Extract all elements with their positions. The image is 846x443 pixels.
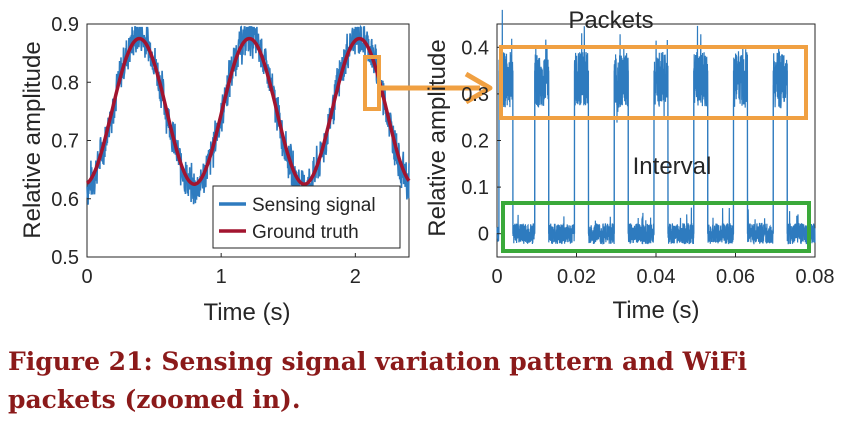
left-y-tick-label: 0.8 — [51, 72, 79, 94]
left-x-axis-label: Time (s) — [203, 299, 290, 326]
right-y-tick-label: 0.1 — [461, 177, 489, 199]
legend-label-truth: Ground truth — [252, 222, 359, 243]
left-chart: 0 1 2 0.5 0.6 0.7 0.8 0.9 Sensing signal Ground… — [19, 14, 411, 326]
right-y-tick-label: 0.3 — [461, 84, 489, 106]
figure: 0 1 2 0.5 0.6 0.7 0.8 0.9 Sensing signal Ground… — [19, 7, 834, 326]
left-y-tick-label: 0.7 — [51, 131, 79, 153]
right-x-tick-label: 0.02 — [557, 266, 596, 288]
right-x-axis-label: Time (s) — [612, 297, 699, 324]
left-x-tick-label: 0 — [81, 266, 92, 288]
left-x-tick-label: 1 — [216, 266, 227, 288]
figure-caption: Figure 21: Sensing signal variation patt… — [8, 347, 747, 414]
right-x-tick-label: 0 — [491, 266, 502, 288]
interval-annotation: Interval — [633, 153, 712, 180]
ground-truth-line — [85, 36, 411, 186]
zoom-region-box — [363, 55, 381, 111]
legend-label-sensing: Sensing signal — [252, 195, 376, 216]
right-chart: 0 0.02 0.04 0.06 0.08 0 0.1 0.2 0.3 0.4 Packets I… — [424, 7, 834, 324]
left-x-tick-label: 2 — [350, 266, 361, 288]
right-y-tick-label: 0 — [478, 224, 489, 246]
interval-highlight-box — [501, 201, 811, 253]
right-x-tick-label: 0.04 — [637, 266, 676, 288]
right-axis-ticks: 0 0.02 0.04 0.06 0.08 0 0.1 0.2 0.3 0.4 — [461, 37, 834, 288]
left-legend: Sensing signal Ground truth — [212, 185, 401, 249]
left-y-tick-label: 0.6 — [51, 189, 79, 211]
right-x-tick-label: 0.06 — [716, 266, 755, 288]
legend-box — [212, 185, 401, 249]
packets-annotation: Packets — [568, 7, 653, 34]
left-y-tick-label: 0.5 — [51, 247, 79, 269]
left-y-tick-label: 0.9 — [51, 14, 79, 36]
right-x-tick-label: 0.08 — [796, 266, 835, 288]
right-y-axis-label: Relative amplitude — [424, 39, 451, 236]
right-y-tick-label: 0.4 — [461, 37, 489, 59]
packets-signal-line — [496, 9, 816, 245]
left-sensing-signal-group — [86, 24, 410, 205]
zoom-arrow-head — [464, 71, 493, 105]
left-y-axis-label: Relative amplitude — [19, 41, 46, 238]
right-packets-signal-group — [496, 9, 816, 245]
zoom-arrow — [380, 71, 493, 105]
left-axis-ticks: 0 1 2 0.5 0.6 0.7 0.8 0.9 — [51, 14, 361, 288]
left-ground-truth-group — [85, 36, 411, 186]
packets-highlight-box — [499, 45, 808, 120]
sensing-signal-line — [86, 24, 410, 205]
right-y-tick-label: 0.2 — [461, 131, 489, 153]
